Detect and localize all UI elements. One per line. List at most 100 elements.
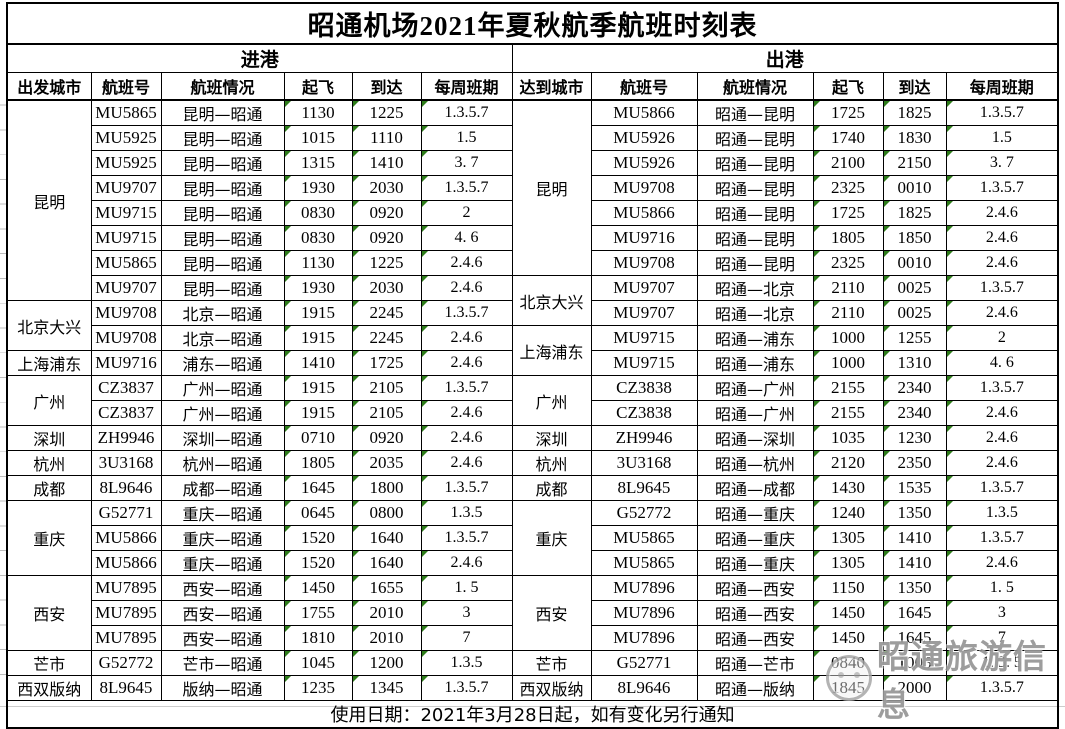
flight-no-cell: MU7895 <box>90 600 162 626</box>
arr-time-cell: 1310 <box>882 350 947 376</box>
days-cell: 1.3.5.7 <box>420 475 513 501</box>
days-cell: 1.3.5.7 <box>420 99 513 126</box>
flight-no-cell: CZ3837 <box>90 400 162 426</box>
dep-time-cell: 1930 <box>283 275 353 301</box>
dep-time-cell: 0830 <box>283 200 353 226</box>
days-cell: 1.3.5.7 <box>420 525 513 551</box>
section-label-departures: 出港 <box>511 43 1059 73</box>
route-cell: 昭通—浦东 <box>696 325 814 351</box>
arr-time-cell: 2105 <box>351 400 422 426</box>
table-row: 杭州 3U3168 杭州—昭通 1805 2035 2.4.6 杭州 3U3168 昭通—杭州 2… <box>6 450 1059 476</box>
table-row: 西安 MU7895 西安—昭通 1450 1655 1. 5 西安 MU7896 昭通—西安 11… <box>6 575 1059 651</box>
arr-time-cell: 1350 <box>882 500 947 526</box>
flight-no-cell: ZH9946 <box>590 425 698 451</box>
arr-time-cell: 1410 <box>351 150 422 176</box>
flight-no-cell: 8L9646 <box>590 675 698 701</box>
city-cell: 广州 <box>6 375 92 426</box>
table-row: 昆明 MU5865 昆明—昭通 1130 1225 1.3.5.7 昆明 MU5866 昭通—昆… <box>6 99 1059 301</box>
col-header-dep-time-out: 起飞 <box>812 72 884 101</box>
flight-no-cell: MU9708 <box>90 300 162 326</box>
city-cell: 北京大兴 <box>511 275 592 326</box>
flight-no-cell: 8L9646 <box>90 475 162 501</box>
arr-time-cell: 0025 <box>882 300 947 326</box>
route-cell: 昭通—西安 <box>696 575 814 601</box>
route-cell: 北京—昭通 <box>160 325 285 351</box>
arr-time-cell: 1255 <box>882 325 947 351</box>
days-cell: 2.4.6 <box>945 400 1059 426</box>
col-header-weekly-days-out: 每周班期 <box>945 72 1059 101</box>
flight-no-cell: MU9708 <box>90 325 162 351</box>
table-row: 北京大兴 MU9708 北京—昭通 1915 2245 1.3.5.7 MU9707 昭通—北… <box>6 300 1059 351</box>
arr-time-cell: 2010 <box>351 600 422 626</box>
days-cell: 2.4.6 <box>420 325 513 351</box>
days-cell: 2.4.6 <box>945 225 1059 251</box>
dep-time-cell: 1015 <box>283 125 353 151</box>
route-cell: 昭通—昆明 <box>696 125 814 151</box>
flight-no-cell: MU5925 <box>90 125 162 151</box>
days-cell: 2 <box>945 325 1059 351</box>
route-cell: 重庆—昭通 <box>160 550 285 576</box>
days-cell: 3. 7 <box>945 150 1059 176</box>
arr-time-cell: 0920 <box>351 225 422 251</box>
arr-time-cell: 1535 <box>882 475 947 501</box>
route-cell: 昭通—昆明 <box>696 200 814 226</box>
days-cell: 1.3.5.7 <box>945 475 1059 501</box>
days-cell: 2.4.6 <box>420 350 513 376</box>
days-cell: 2.4.6 <box>945 550 1059 576</box>
dep-time-cell: 1520 <box>283 525 353 551</box>
flight-no-cell: MU9707 <box>590 275 698 301</box>
arr-time-cell: 1345 <box>351 675 422 701</box>
arr-time-cell: 2010 <box>351 625 422 651</box>
table-row: MU7895 西安—昭通 1755 2010 3 MU7896 昭通—西安 1450 1645 3 <box>7 600 1059 626</box>
days-cell: 2.4.6 <box>420 250 513 276</box>
table-row: MU5925 昆明—昭通 1015 1110 1.5 MU5926 昭通—昆明 1740 183… <box>7 125 1059 151</box>
route-cell: 西安—昭通 <box>160 575 285 601</box>
arr-time-cell: 0920 <box>351 200 422 226</box>
arr-time-cell: 2340 <box>882 400 947 426</box>
route-cell: 昭通—西安 <box>696 625 814 651</box>
arr-time-cell: 2245 <box>351 300 422 326</box>
days-cell: 7 <box>945 625 1059 651</box>
days-cell: 2.4.6 <box>420 425 513 451</box>
flight-no-cell: MU5925 <box>90 150 162 176</box>
flight-no-cell: MU5865 <box>90 250 162 276</box>
flight-no-cell: ZH9946 <box>90 425 162 451</box>
city-cell: 成都 <box>511 475 592 501</box>
days-cell: 1.3.5.7 <box>945 275 1059 301</box>
dep-time-cell: 1915 <box>283 375 353 401</box>
route-cell: 昭通—昆明 <box>696 175 814 201</box>
city-cell: 西双版纳 <box>511 675 592 701</box>
route-cell: 昭通—广州 <box>696 375 814 401</box>
dep-time-cell: 1450 <box>283 575 353 601</box>
route-cell: 昆明—昭通 <box>160 175 285 201</box>
col-header-flight-info-out: 航班情况 <box>696 72 814 101</box>
flight-no-cell: CZ3838 <box>590 375 698 401</box>
city-cell: 杭州 <box>6 450 92 476</box>
flight-no-cell: MU9715 <box>90 225 162 251</box>
route-cell: 北京—昭通 <box>160 300 285 326</box>
dep-time-cell: 0645 <box>283 500 353 526</box>
dep-time-cell: 2155 <box>812 375 884 401</box>
table-row: 成都 8L9646 成都—昭通 1645 1800 1.3.5.7 成都 8L9645 昭通—成… <box>6 475 1059 501</box>
dep-time-cell: 1915 <box>283 400 353 426</box>
dep-time-cell: 2325 <box>812 175 884 201</box>
flight-no-cell: G52772 <box>590 500 698 526</box>
arr-time-cell: 2350 <box>882 450 947 476</box>
dep-time-cell: 1035 <box>812 425 884 451</box>
dep-time-cell: 1810 <box>283 625 353 651</box>
route-cell: 浦东—昭通 <box>160 350 285 376</box>
dep-time-cell: 1845 <box>812 675 884 701</box>
table-row: MU9707 昆明—昭通 1930 2030 1.3.5.7 MU9708 昭通—昆明 232… <box>7 175 1059 201</box>
table-row: 重庆 G52771 重庆—昭通 0645 0800 1.3.5 重庆 G52772 昭通—重庆 1… <box>6 500 1059 576</box>
table-row: MU9707 昆明—昭通 1930 2030 2.4.6 北京大兴 MU9707 昭通—北京 2… <box>7 275 1059 326</box>
flight-no-cell: MU5865 <box>90 99 162 126</box>
dep-time-cell: 1725 <box>812 200 884 226</box>
flight-no-cell: MU9708 <box>590 250 698 276</box>
flight-no-cell: MU9715 <box>90 200 162 226</box>
route-cell: 昆明—昭通 <box>160 150 285 176</box>
arr-time-cell: 1645 <box>882 600 947 626</box>
flight-no-cell: MU7895 <box>90 575 162 601</box>
arr-time-cell: 1230 <box>882 425 947 451</box>
flight-no-cell: MU5865 <box>590 550 698 576</box>
days-cell: 1. 5 <box>945 575 1059 601</box>
